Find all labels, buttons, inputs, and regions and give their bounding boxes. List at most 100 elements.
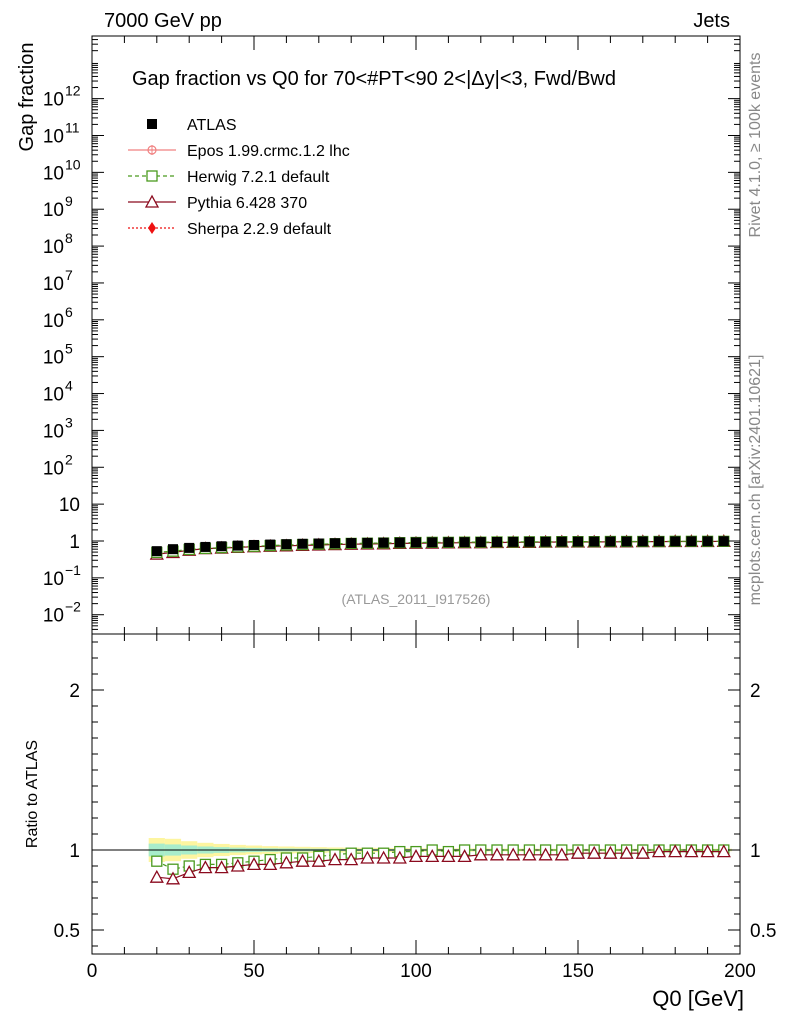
legend-marker-pythia <box>144 194 160 208</box>
atlas-point <box>394 537 405 548</box>
pythia-ratio-point <box>668 844 683 858</box>
pythia-ratio-point <box>165 871 181 885</box>
atlas-point <box>492 536 502 547</box>
y-tick-label-exponent: 2 <box>65 451 73 467</box>
atlas-point <box>443 537 454 548</box>
pythia-ratio-point <box>360 850 375 864</box>
ratio-y-tick-label-right: 1 <box>750 841 761 862</box>
herwig-ratio-point <box>151 855 163 867</box>
atlas-point <box>151 546 162 557</box>
ratio-y-tick-label: 1 <box>69 841 80 862</box>
y-tick-label-exponent: −2 <box>65 599 81 615</box>
atlas-point <box>508 536 519 547</box>
y-tick-label: 1 <box>69 532 80 553</box>
atlas-point <box>184 542 195 553</box>
y-tick-label: 10 <box>43 606 64 627</box>
pythia-ratio-point <box>344 852 359 866</box>
legend-label-atlas: ATLAS <box>187 117 237 134</box>
y-tick-label: 10 <box>43 385 64 406</box>
y-tick-label: 10 <box>43 163 64 184</box>
atlas-point <box>330 538 340 549</box>
atlas-point <box>686 536 697 547</box>
mcplots-reference-label: mcplots.cern.ch [arXiv:2401.10621] <box>747 355 764 606</box>
atlas-point <box>216 541 227 552</box>
pythia-ratio-point <box>279 855 294 869</box>
atlas-point <box>427 537 438 548</box>
y-tick-label-exponent: 9 <box>65 193 73 209</box>
x-tick-label: 100 <box>400 961 432 982</box>
y-tick-label: 10 <box>59 495 80 516</box>
pythia-ratio-point <box>149 869 164 883</box>
x-axis-label: Q0 [GeV] <box>652 986 744 1011</box>
pythia-ratio-point <box>587 845 602 859</box>
atlas-point <box>718 536 729 547</box>
legend: ATLAS Epos 1.99.crmc.1.2 lhc Herwig 7.2.1 … <box>128 117 350 238</box>
pythia-ratio-point <box>230 858 245 872</box>
pythia-ratio-point <box>441 849 456 863</box>
ratio-y-tick-label-right: 0.5 <box>750 921 776 942</box>
y-tick-label-exponent: 8 <box>65 230 73 246</box>
x-tick-label: 50 <box>243 961 264 982</box>
atlas-point <box>249 539 259 550</box>
header-process-label: Jets <box>693 10 730 32</box>
pythia-ratio-point <box>635 845 650 859</box>
atlas-point <box>475 537 486 548</box>
analysis-watermark: (ATLAS_2011_I917526) <box>342 591 491 607</box>
atlas-point <box>524 536 535 547</box>
pythia-ratio-point <box>716 844 731 858</box>
y-tick-label: 10 <box>43 237 64 258</box>
y-tick-label: 10 <box>43 200 64 221</box>
y-tick-label-exponent: 3 <box>65 414 73 430</box>
atlas-point <box>313 538 324 549</box>
y-tick-label: 10 <box>43 90 64 111</box>
atlas-point <box>654 536 664 547</box>
y-tick-label-exponent: 6 <box>65 304 73 320</box>
x-tick-label: 200 <box>724 961 756 982</box>
legend-label-pythia: Pythia 6.428 370 <box>187 195 307 212</box>
atlas-point <box>556 536 567 547</box>
pythia-ratio-point <box>327 852 343 866</box>
y-tick-label-exponent: −1 <box>65 562 81 578</box>
y-tick-label-exponent: 7 <box>65 267 73 283</box>
rivet-version-label: Rivet 4.1.0, ≥ 100k events <box>747 53 764 238</box>
x-tick-label: 0 <box>87 961 98 982</box>
y-tick-label: 10 <box>43 569 64 590</box>
y-tick-label: 10 <box>43 458 64 479</box>
pythia-ratio-point <box>489 847 505 861</box>
pythia-ratio-point <box>263 857 278 871</box>
y-tick-label-exponent: 12 <box>65 83 81 99</box>
atlas-point <box>670 536 681 547</box>
y-tick-label: 10 <box>43 348 64 369</box>
atlas-point <box>621 536 632 547</box>
atlas-point <box>168 544 178 555</box>
y-tick-label: 10 <box>43 311 64 332</box>
legend-label-epos: Epos 1.99.crmc.1.2 lhc <box>187 143 350 160</box>
y-tick-label-exponent: 11 <box>65 119 80 135</box>
legend-marker-herwig <box>146 170 158 182</box>
pythia-ratio-point <box>619 845 634 859</box>
atlas-point <box>378 537 389 548</box>
y-tick-label: 10 <box>43 126 64 147</box>
ratio-y-tick-label: 0.5 <box>54 921 80 942</box>
y-tick-label-exponent: 10 <box>65 156 81 172</box>
pythia-ratio-point <box>311 853 326 867</box>
y-tick-label-exponent: 5 <box>65 341 73 357</box>
atlas-point <box>637 536 648 547</box>
ratio-panel-series <box>149 844 731 885</box>
main-y-axis-label: Gap fraction <box>16 43 38 152</box>
atlas-point <box>605 536 616 547</box>
legend-marker-epos <box>147 145 157 155</box>
atlas-point <box>265 539 276 550</box>
pythia-ratio-point <box>554 847 569 861</box>
legend-marker-atlas <box>147 119 157 129</box>
pythia-ratio-point <box>522 847 537 861</box>
ratio-y-axis-label: Ratio to ATLAS <box>24 740 41 848</box>
pythia-ratio-point <box>538 847 553 861</box>
legend-label-herwig: Herwig 7.2.1 default <box>187 169 330 186</box>
atlas-point <box>362 537 373 548</box>
atlas-point <box>411 537 421 548</box>
header-energy-label: 7000 GeV pp <box>104 10 222 32</box>
pythia-ratio-point <box>182 865 197 879</box>
